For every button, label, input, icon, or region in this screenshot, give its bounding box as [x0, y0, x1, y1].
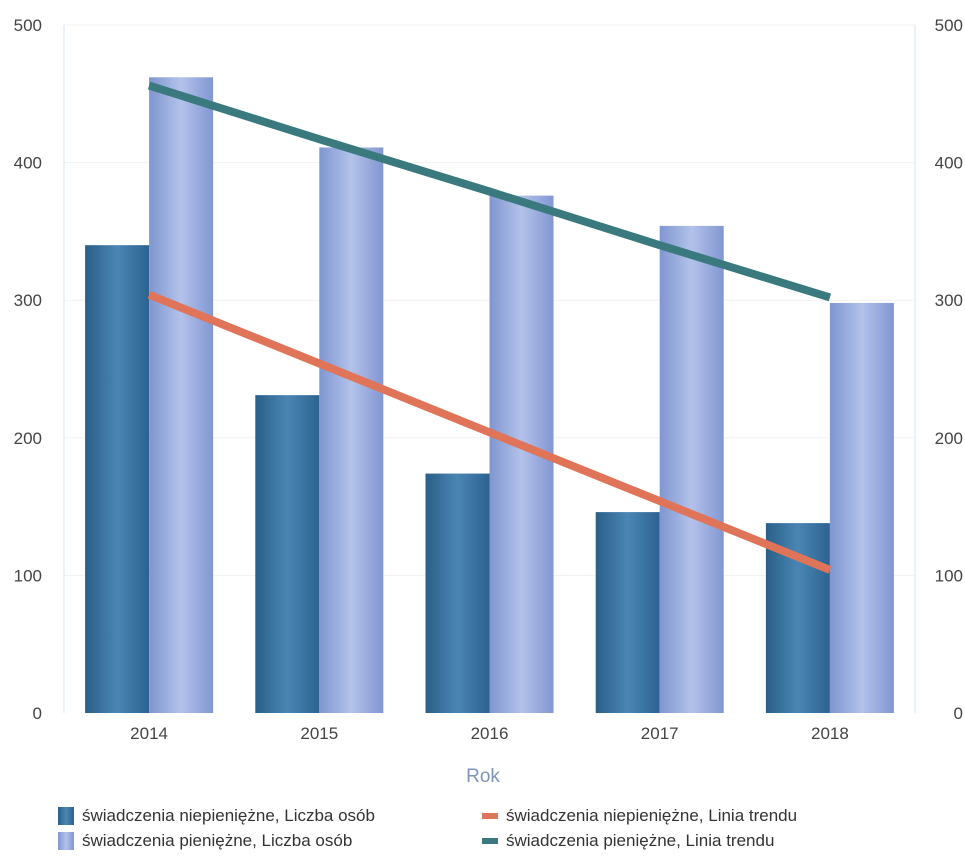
- legend: świadczenia niepieniężne, Liczba osób św…: [58, 805, 938, 855]
- y2-tick-label: 500: [935, 16, 963, 35]
- y-tick-label: 400: [14, 154, 42, 173]
- y2-tick-label: 200: [935, 429, 963, 448]
- x-tick-label: 2017: [641, 724, 679, 743]
- legend-swatch: [482, 813, 498, 819]
- bar-niepieniezne[interactable]: [595, 512, 660, 713]
- legend-label: świadczenia niepieniężne, Linia trendu: [506, 806, 798, 825]
- trend-line-pieniezne[interactable]: [147, 81, 832, 302]
- legend-swatch: [58, 807, 74, 825]
- bars: [85, 77, 894, 714]
- bar-niepieniezne[interactable]: [255, 395, 320, 713]
- y2-tick-label: 400: [935, 154, 963, 173]
- y-tick-labels: 0 100 200 300 400 500: [14, 16, 42, 723]
- x-tick-label: 2016: [471, 724, 509, 743]
- x-tick-label: 2018: [811, 724, 849, 743]
- trend-line-niepieniezne[interactable]: [147, 290, 832, 574]
- x-tick-label: 2014: [130, 724, 168, 743]
- legend-label: świadczenia pieniężne, Liczba osób: [82, 831, 353, 850]
- x-axis-label: Rok: [466, 766, 500, 787]
- bar-pieniezne[interactable]: [319, 147, 384, 714]
- y2-tick-label: 0: [954, 704, 963, 723]
- bar-pieniezne[interactable]: [149, 77, 214, 713]
- legend-item-pieniezne-trend[interactable]: świadczenia pieniężne, Linia trendu: [482, 830, 774, 852]
- x-tick-labels: 2014 2015 2016 2017 2018: [130, 724, 849, 743]
- trend-lines: [147, 81, 832, 574]
- y2-tick-label: 100: [935, 566, 963, 585]
- y-tick-label: 100: [14, 566, 42, 585]
- bar-niepieniezne[interactable]: [85, 245, 150, 713]
- bar-pieniezne[interactable]: [659, 225, 724, 713]
- legend-swatch: [482, 838, 498, 844]
- legend-item-niepieniezne-bars[interactable]: świadczenia niepieniężne, Liczba osób: [58, 805, 375, 827]
- x-tick-label: 2015: [300, 724, 338, 743]
- bar-niepieniezne[interactable]: [425, 473, 490, 713]
- legend-item-niepieniezne-trend[interactable]: świadczenia niepieniężne, Linia trendu: [482, 805, 797, 827]
- bar-pieniezne[interactable]: [829, 302, 894, 713]
- y2-tick-labels: 0 100 200 300 400 500: [935, 16, 963, 723]
- legend-label: świadczenia pieniężne, Linia trendu: [506, 831, 775, 850]
- legend-item-pieniezne-bars[interactable]: świadczenia pieniężne, Liczba osób: [58, 830, 352, 852]
- y2-tick-label: 300: [935, 291, 963, 310]
- y-tick-label: 500: [14, 16, 42, 35]
- legend-swatch: [58, 832, 74, 850]
- y-tick-label: 300: [14, 291, 42, 310]
- y-tick-label: 200: [14, 429, 42, 448]
- y-tick-label: 0: [33, 704, 42, 723]
- legend-label: świadczenia niepieniężne, Liczba osób: [82, 806, 375, 825]
